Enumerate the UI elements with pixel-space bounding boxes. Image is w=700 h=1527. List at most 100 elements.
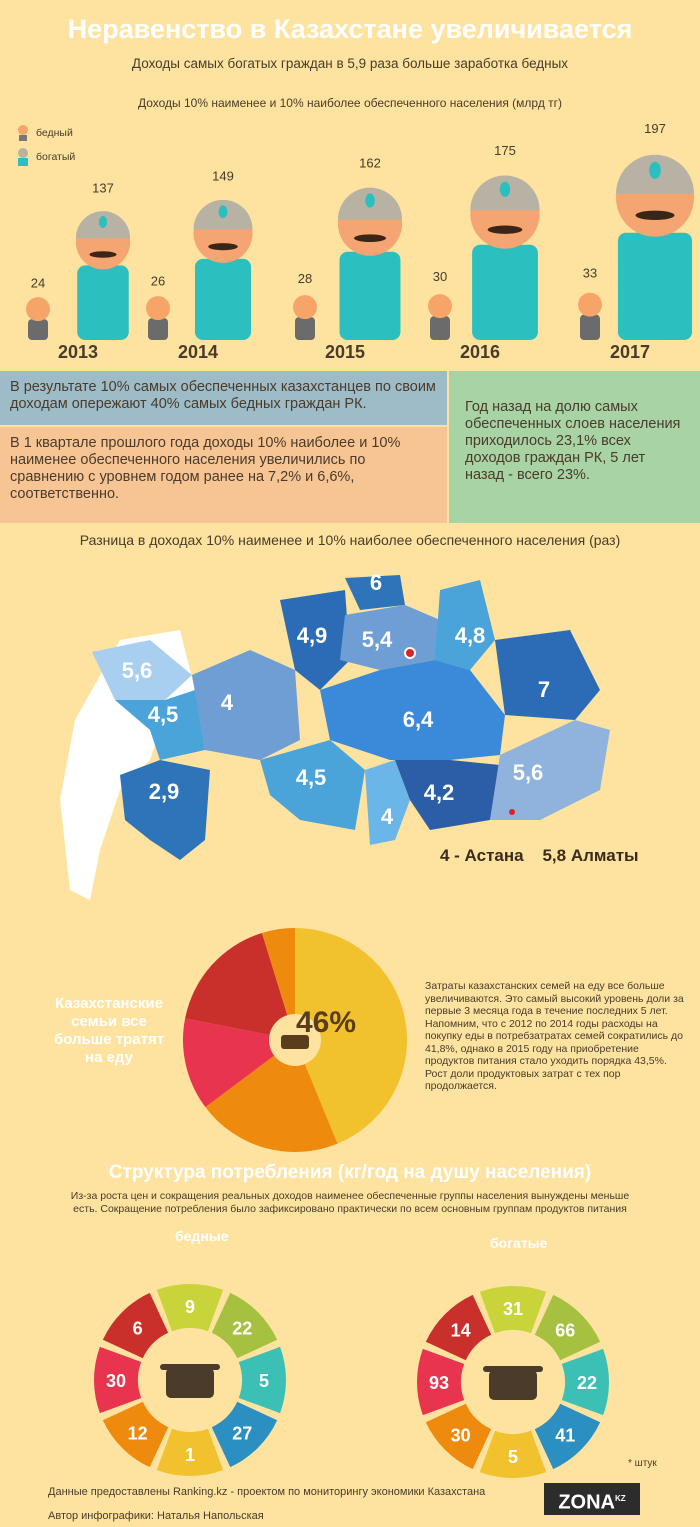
donut-segment [479, 1430, 547, 1478]
map-region-value: 4 [381, 804, 394, 829]
donut-value: 9 [185, 1297, 195, 1317]
info-box-1: В результате 10% самых обеспеченных каза… [0, 371, 447, 425]
map-region-value: 6,4 [403, 707, 434, 732]
poor-figure [293, 295, 317, 340]
poor-figure [146, 296, 170, 340]
page-subtitle: Доходы самых богатых граждан в 5,9 раза … [131, 56, 569, 71]
income-chart-title: Доходы 10% наименее и 10% наиболее обесп… [137, 96, 563, 110]
kazakhstan-map: 5,6 4,5 4 2,9 4,9 6 5,4 4,8 7 6,4 4,5 4 4,2 5,6 [60, 570, 610, 900]
poor-figure [428, 294, 452, 340]
footer-author: Автор инфографики: Наталья Напольская [48, 1510, 264, 1522]
donut-value: 30 [106, 1371, 126, 1391]
food-text: Затраты казахстанских семей на еду все б… [425, 980, 684, 1092]
map-region-value: 4,9 [297, 623, 328, 648]
map-region-3 [192, 650, 300, 760]
donut-segment [211, 1401, 278, 1468]
donut-value: 27 [232, 1423, 252, 1443]
rich-consumption-donut: 31 66 22 41 5 30 93 14 [417, 1286, 609, 1478]
poor-value: 30 [433, 269, 447, 284]
map-region-13 [395, 760, 500, 830]
poor-figure [578, 292, 602, 340]
zona-logo-sup: KZ [615, 1494, 626, 1503]
rich-figure [337, 187, 403, 340]
map-region-4 [120, 760, 210, 860]
map-region-11 [260, 740, 365, 830]
year-label: 2017 [610, 342, 650, 362]
donut-value: 22 [577, 1373, 597, 1393]
donut-segment [534, 1294, 601, 1361]
map-region-14 [490, 720, 610, 820]
donut-segment [479, 1286, 547, 1334]
footer-source: Данные предоставлены Ranking.kz - проект… [48, 1486, 486, 1498]
zona-logo-text: ZONA [558, 1491, 615, 1514]
donut-value: 31 [503, 1299, 523, 1319]
rich-value: 149 [212, 169, 234, 184]
donut-segment [425, 1403, 492, 1470]
poor-value: 24 [31, 276, 45, 291]
map-region-9 [495, 630, 600, 720]
donut-segment [211, 1292, 278, 1359]
donut-segment [417, 1348, 465, 1416]
year-label: 2015 [325, 342, 365, 362]
donut-segment [102, 1292, 169, 1359]
pot-icon [281, 1035, 309, 1049]
almaty-marker [509, 809, 515, 815]
donut-segment [156, 1284, 224, 1332]
page-title: Неравенство в Казахстане увеличивается [67, 14, 633, 44]
map-region-10 [320, 660, 505, 760]
year-label: 2013 [58, 342, 98, 362]
map-region-value: 5,6 [122, 658, 153, 683]
map-region-12 [365, 760, 410, 845]
food-percent: 46% [296, 1006, 357, 1039]
legend-rich: богатый [16, 147, 75, 167]
donut-value: 66 [555, 1321, 575, 1341]
map-region-value: 2,9 [149, 779, 180, 804]
pot-lid [160, 1364, 220, 1370]
map-region-value: 7 [538, 677, 550, 702]
donut-value: 14 [451, 1321, 471, 1341]
food-heading: Казахстанские семьи все больше тратят на… [53, 995, 165, 1066]
rich-value: 162 [359, 156, 381, 171]
map-region-value: 6 [370, 570, 382, 595]
map-region-value: 5,4 [362, 627, 393, 652]
donut-value: 93 [429, 1373, 449, 1393]
rich-donut-label: богатые [490, 1235, 548, 1251]
poor-figure [26, 297, 50, 340]
map-title: Разница в доходах 10% наименее и 10% наи… [79, 532, 621, 548]
map-region-value: 4,2 [424, 780, 455, 805]
rich-person-icon [18, 148, 28, 166]
poor-donut-label: бедные [175, 1228, 229, 1244]
donut-segment [94, 1346, 142, 1414]
donut-value: 5 [508, 1447, 518, 1467]
map-region-1 [92, 640, 192, 700]
donut-segment [561, 1348, 609, 1416]
rich-value: 137 [92, 180, 114, 195]
legend-poor: бедный [16, 124, 73, 142]
donut-segment [534, 1403, 601, 1470]
pot-lid [483, 1366, 543, 1372]
map-region-6 [345, 575, 405, 610]
rich-value: 197 [644, 121, 666, 136]
poor-value: 28 [298, 271, 312, 286]
donut-value: 22 [232, 1319, 252, 1339]
donut-segment [425, 1294, 492, 1361]
astana-marker [404, 647, 416, 659]
pie-slice [182, 1018, 295, 1108]
pie-slice [185, 932, 295, 1040]
donut-value: 30 [451, 1425, 471, 1445]
pie-slice [205, 1040, 338, 1152]
donut-segment [102, 1401, 169, 1468]
map-region-value: 4 [221, 690, 234, 715]
income-chart: 24 137 2013 26 149 2014 28 162 2015 30 175 2016 33 19… [26, 121, 694, 362]
map-cities-note: 4 - Астана 5,8 Алматы [440, 846, 639, 865]
structure-subtitle: Из-за роста цен и сокращения реальных до… [70, 1190, 630, 1215]
map-region-value: 4,8 [455, 623, 486, 648]
map-region-5 [280, 590, 350, 690]
info-box-3: Год назад на долю самых обеспеченных сло… [449, 371, 700, 523]
structure-footnote: * штук [628, 1458, 657, 1469]
info-box-2: В 1 квартале прошлого года доходы 10% на… [0, 427, 447, 523]
donut-value: 5 [259, 1371, 269, 1391]
legend-rich-label: богатый [36, 151, 76, 163]
map-region-8 [435, 580, 495, 670]
map-region-value: 4,5 [296, 765, 327, 790]
